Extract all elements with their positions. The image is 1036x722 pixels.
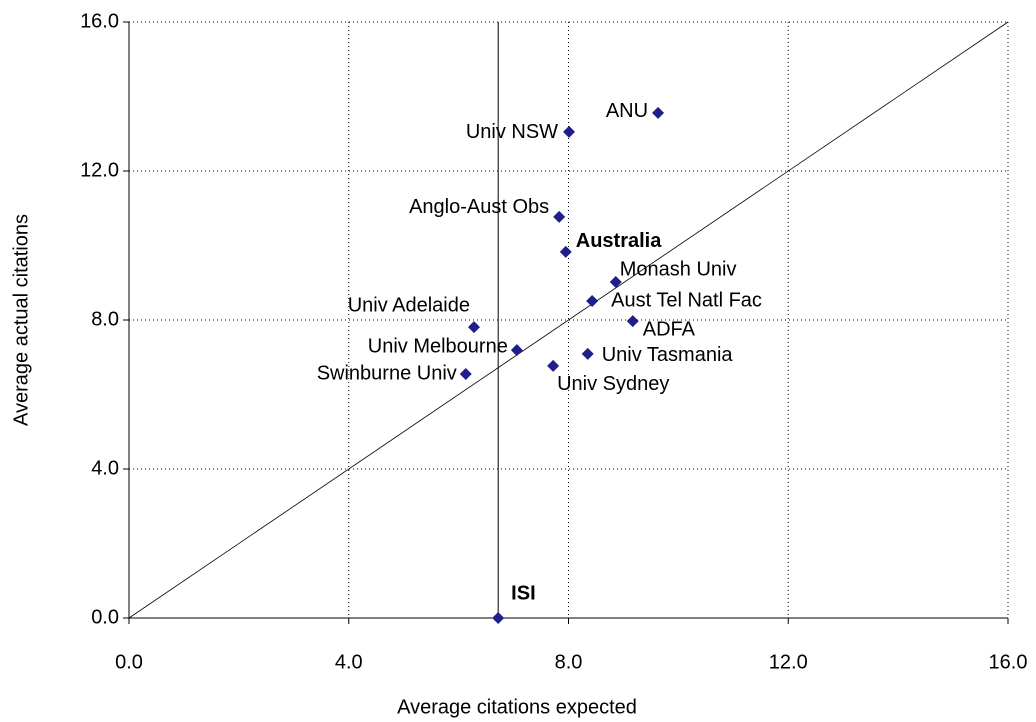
point-label: Univ Adelaide: [348, 294, 470, 316]
point-label: Aust Tel Natl Fac: [611, 289, 762, 311]
point: [510, 344, 523, 357]
x-tick-label: 16.0: [989, 651, 1028, 673]
y-tick-label: 16.0: [80, 10, 119, 32]
point: [563, 125, 576, 138]
point: [609, 276, 622, 289]
point-label: Anglo-Aust Obs: [409, 196, 549, 218]
point-label: Swinburne Univ: [317, 362, 457, 384]
y-tick-label: 0.0: [91, 606, 119, 628]
y-axis-title: Average actual citations: [10, 214, 32, 426]
point: [581, 347, 594, 360]
point-label: ANU: [606, 100, 648, 122]
point-label: Univ Melbourne: [368, 335, 508, 357]
point: [553, 210, 566, 223]
point: [652, 106, 665, 119]
x-tick-label: 8.0: [555, 651, 583, 673]
x-tick-label: 0.0: [115, 651, 143, 673]
point-label: Univ NSW: [466, 121, 558, 143]
y-tick-label: 4.0: [91, 457, 119, 479]
point-label: Univ Sydney: [557, 373, 669, 395]
point: [559, 245, 572, 258]
x-tick-label: 4.0: [335, 651, 363, 673]
point: [626, 315, 639, 328]
y-tick-label: 8.0: [91, 308, 119, 330]
point-label: Univ Tasmania: [602, 344, 734, 366]
x-axis-title: Average citations expected: [397, 696, 637, 718]
point-label: ISI: [511, 582, 535, 604]
x-tick-label: 12.0: [769, 651, 808, 673]
point-label: Australia: [576, 230, 662, 252]
y-tick-label: 12.0: [80, 159, 119, 181]
point: [459, 368, 472, 381]
point-label: ADFA: [643, 318, 696, 340]
point: [586, 295, 599, 308]
diagonal-line: [128, 21, 1009, 619]
point: [547, 359, 560, 372]
point: [468, 321, 481, 334]
point-label: Monash Univ: [620, 258, 737, 280]
point: [492, 612, 505, 624]
